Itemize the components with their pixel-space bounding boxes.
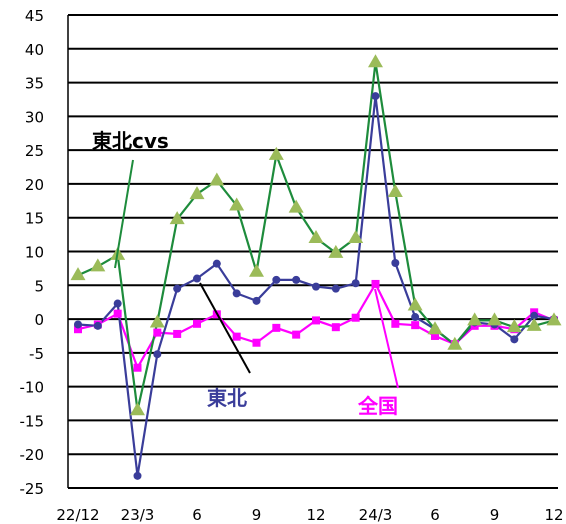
data-point xyxy=(288,199,304,213)
data-point xyxy=(391,319,400,328)
annotation-zenkoku: 全国 xyxy=(357,394,398,418)
data-point xyxy=(371,279,380,288)
y-tick-label: 0 xyxy=(34,311,44,329)
data-point xyxy=(391,258,400,267)
data-point xyxy=(351,279,360,288)
annotation-tohoku-cvs: 東北cvs xyxy=(92,129,169,153)
y-tick-label: -15 xyxy=(20,412,45,430)
grid-lines xyxy=(67,14,558,489)
data-point xyxy=(173,284,182,293)
data-point xyxy=(169,211,185,225)
data-point xyxy=(312,316,320,325)
data-point xyxy=(328,244,344,258)
data-point xyxy=(411,313,420,322)
annotation-leader-tohoku-cvs xyxy=(114,159,134,269)
x-tick-label: 24/3 xyxy=(359,506,393,524)
data-point xyxy=(506,319,522,333)
data-point xyxy=(189,186,205,200)
data-point xyxy=(487,312,502,326)
data-point xyxy=(90,258,106,272)
x-tick-label: 9 xyxy=(490,506,500,524)
data-point xyxy=(93,321,102,330)
data-point xyxy=(149,314,165,328)
data-point xyxy=(268,146,284,160)
y-tick-label: 15 xyxy=(25,210,44,228)
data-point xyxy=(153,328,162,337)
data-point xyxy=(331,323,340,332)
data-point xyxy=(447,336,463,350)
data-point xyxy=(252,296,261,305)
y-tick-label: -25 xyxy=(20,480,45,498)
data-point xyxy=(249,263,264,277)
y-tick-label: 40 xyxy=(25,41,44,59)
y-axis-tick-labels: 45 40 35 30 25 20 15 10 5 0 -5 -10 -15 -20 -25 xyxy=(20,7,45,498)
y-tick-label: 30 xyxy=(25,108,44,126)
x-tick-label: 23/3 xyxy=(121,506,155,524)
data-point xyxy=(173,329,182,338)
data-point xyxy=(427,321,443,335)
y-tick-label: -5 xyxy=(29,345,44,363)
series-markers xyxy=(70,54,562,480)
x-tick-label: 9 xyxy=(252,506,262,524)
data-point xyxy=(530,311,539,320)
annotation-tohoku: 東北 xyxy=(207,386,247,410)
data-point xyxy=(407,297,423,311)
data-point xyxy=(308,229,324,243)
x-tick-label: 6 xyxy=(192,506,202,524)
y-tick-label: 5 xyxy=(34,277,44,295)
data-point xyxy=(133,363,142,372)
x-tick-label: 6 xyxy=(430,506,440,524)
x-tick-label: 12 xyxy=(544,506,563,524)
x-tick-label: 22/12 xyxy=(56,506,99,524)
data-point xyxy=(312,282,320,291)
data-point xyxy=(209,172,225,186)
y-tick-label: 45 xyxy=(25,7,44,25)
data-point xyxy=(467,312,483,326)
data-point xyxy=(546,312,562,326)
data-point xyxy=(193,274,201,283)
data-point xyxy=(272,275,281,284)
y-tick-label: 10 xyxy=(25,244,44,262)
data-point xyxy=(232,289,241,298)
annotation-leader-zenkoku xyxy=(374,288,399,389)
data-point xyxy=(232,332,241,341)
y-tick-label: 35 xyxy=(25,75,44,93)
data-point xyxy=(113,299,122,308)
data-point xyxy=(133,471,142,480)
data-point xyxy=(130,402,145,416)
data-point xyxy=(212,259,221,268)
data-point xyxy=(229,197,245,211)
series-annotations: 東北cvs 東北 全国 xyxy=(92,129,399,418)
data-point xyxy=(292,330,301,339)
x-axis-tick-labels: 22/12 23/3 6 9 12 24/3 6 9 12 xyxy=(56,506,563,524)
y-tick-label: 20 xyxy=(25,176,44,194)
data-point xyxy=(74,325,82,334)
y-tick-label: -20 xyxy=(20,446,45,464)
data-point xyxy=(526,317,542,331)
data-point xyxy=(193,319,201,328)
data-point xyxy=(411,321,420,330)
data-point xyxy=(331,284,340,293)
data-point xyxy=(70,267,86,281)
series-lines xyxy=(77,62,555,476)
data-point xyxy=(348,229,364,243)
data-point xyxy=(272,323,281,332)
data-point xyxy=(510,335,519,344)
annotation-leader-tohoku xyxy=(199,282,251,374)
data-point xyxy=(252,338,261,347)
data-point xyxy=(113,309,122,318)
y-tick-label: 25 xyxy=(25,142,44,160)
data-point xyxy=(368,54,383,68)
data-point xyxy=(74,320,82,329)
data-point xyxy=(292,275,301,284)
data-point xyxy=(351,313,360,322)
data-point xyxy=(153,350,162,359)
x-tick-label: 12 xyxy=(306,506,325,524)
data-point xyxy=(387,184,403,198)
y-tick-label: -10 xyxy=(20,379,45,397)
data-point xyxy=(431,331,439,340)
data-point xyxy=(371,92,380,101)
